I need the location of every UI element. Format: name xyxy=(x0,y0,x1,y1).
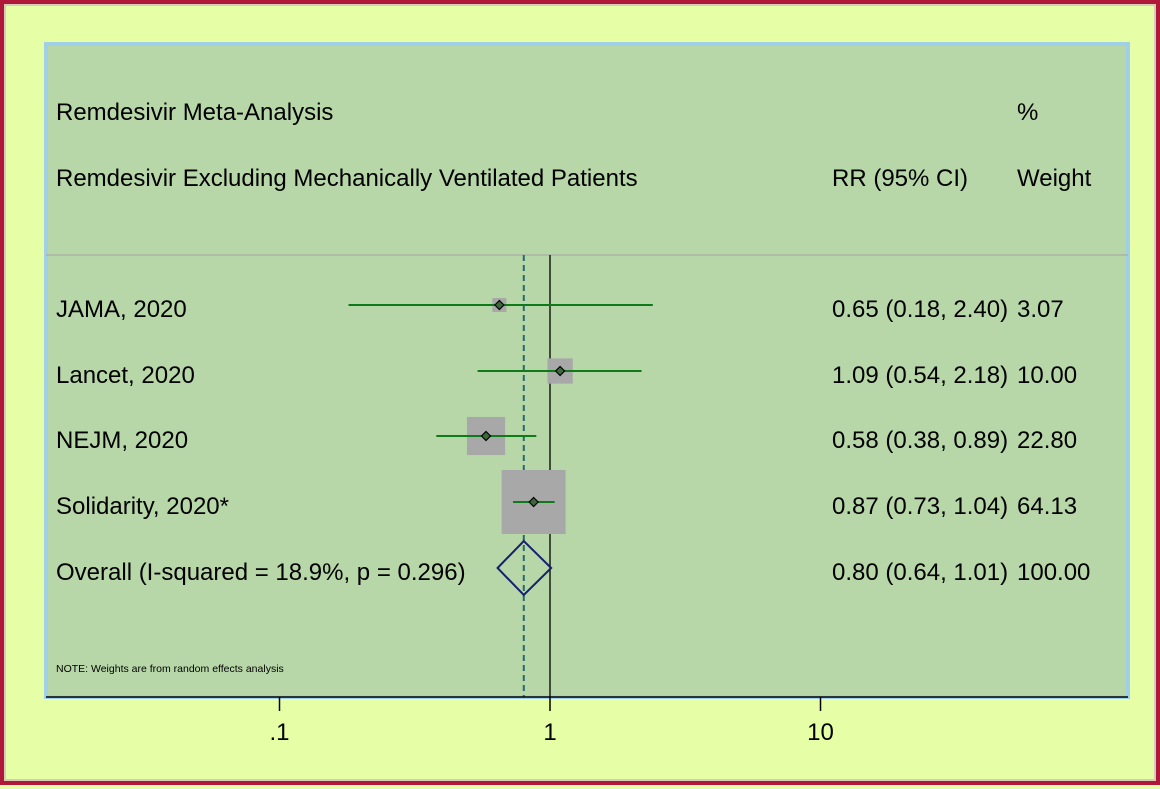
overall-diamond xyxy=(496,539,553,597)
point-estimate xyxy=(494,299,505,311)
chart-subtitle: Remdesivir Excluding Mechanically Ventil… xyxy=(56,165,638,192)
overall-ci-text: 0.80 (0.64, 1.01) xyxy=(832,559,1008,586)
point-estimate xyxy=(480,430,492,442)
x-tick-label: 10 xyxy=(807,719,834,746)
study-label: Solidarity, 2020* xyxy=(56,493,229,520)
footnote: NOTE: Weights are from random effects an… xyxy=(56,663,284,675)
overall-label: Overall (I-squared = 18.9%, p = 0.296) xyxy=(56,559,466,586)
study-weight: 10.00 xyxy=(1017,362,1077,389)
point-estimate xyxy=(528,496,539,508)
x-tick-label: 1 xyxy=(543,719,556,746)
study-ci-text: 0.65 (0.18, 2.40) xyxy=(832,296,1008,323)
study-label: Lancet, 2020 xyxy=(56,362,195,389)
overall-weight: 100.00 xyxy=(1017,559,1090,586)
study-ci-text: 1.09 (0.54, 2.18) xyxy=(832,362,1008,389)
forest-marks: JAMA, 2020 0.65 (0.18, 2.40) 3.07 Lancet, 2… xyxy=(56,255,1090,697)
study-weight: 64.13 xyxy=(1017,493,1077,520)
weight-column-header-top: % xyxy=(1017,99,1038,126)
study-weight: 3.07 xyxy=(1017,296,1064,323)
study-weight: 22.80 xyxy=(1017,427,1077,454)
chart-title: Remdesivir Meta-Analysis xyxy=(56,99,333,126)
weight-column-header: Weight xyxy=(1017,165,1092,192)
x-axis-ticks: .1 1 10 xyxy=(269,697,834,746)
estimate-column-header: RR (95% CI) xyxy=(832,165,968,192)
forest-plot: Remdesivir Meta-Analysis Remdesivir Excl… xyxy=(44,42,1130,746)
x-tick-label: .1 xyxy=(269,719,289,746)
study-ci-text: 0.58 (0.38, 0.89) xyxy=(832,427,1008,454)
study-label: JAMA, 2020 xyxy=(56,296,187,323)
study-label: NEJM, 2020 xyxy=(56,427,188,454)
study-ci-text: 0.87 (0.73, 1.04) xyxy=(832,493,1008,520)
point-estimate xyxy=(554,365,566,377)
